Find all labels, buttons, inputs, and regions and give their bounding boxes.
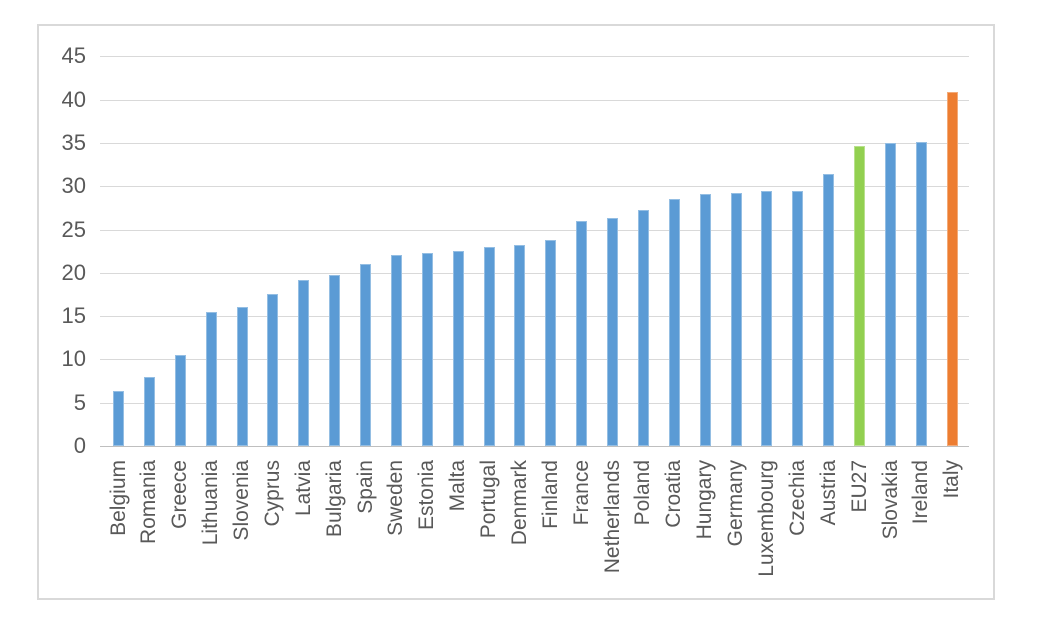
bar-austria (823, 174, 835, 446)
bar-italy (946, 91, 958, 446)
y-tick-label-0: 0 (73, 433, 86, 458)
bar-slovakia (885, 142, 896, 446)
bar-france (576, 220, 588, 446)
x-label-austria: Austria (816, 460, 840, 526)
y-tick-label-30: 30 (61, 173, 86, 199)
plot-area: 0 5 10 15 20 25 30 35 40 45 Belgium Romania Greece Li… (39, 26, 993, 598)
x-label-luxembourg: Luxembourg (754, 460, 778, 577)
x-label-belgium: Belgium (106, 460, 130, 536)
bar-eu27 (854, 146, 866, 446)
gridline-15 (100, 316, 969, 318)
x-label-netherlands: Netherlands (600, 460, 624, 574)
y-tick-label-10: 10 (61, 346, 86, 372)
x-label-italy: Italy (940, 460, 964, 499)
gridline-45 (100, 56, 969, 58)
x-label-romania: Romania (137, 460, 161, 545)
x-label-ireland: Ireland (909, 460, 933, 525)
bar-germany (730, 193, 742, 446)
x-label-spain: Spain (353, 460, 377, 514)
gridline-10 (100, 359, 969, 361)
x-label-germany: Germany (724, 460, 748, 547)
bar-malta (452, 251, 464, 446)
y-tick-label-40: 40 (61, 86, 86, 112)
bar-spain (360, 264, 372, 446)
y-tick-label-35: 35 (61, 129, 86, 155)
x-label-hungary: Hungary (693, 460, 717, 540)
x-label-slovenia: Slovenia (230, 460, 254, 541)
x-label-denmark: Denmark (507, 460, 531, 546)
bar-czechia (792, 190, 804, 446)
bar-slovenia (236, 306, 248, 446)
gridline-30 (100, 186, 969, 188)
bar-netherlands (607, 218, 619, 446)
bar-ireland (915, 142, 927, 446)
bar-cyprus (267, 294, 279, 446)
x-label-czechia: Czechia (785, 460, 809, 536)
gridline-25 (100, 229, 969, 231)
gridline-35 (100, 142, 969, 144)
x-label-lithuania: Lithuania (199, 460, 223, 546)
x-label-finland: Finland (538, 460, 562, 529)
bar-lithuania (205, 311, 217, 446)
bar-greece (174, 355, 186, 446)
x-label-malta: Malta (446, 460, 470, 512)
bar-luxembourg (761, 191, 773, 446)
x-label-sweden: Sweden (384, 460, 408, 536)
x-label-bulgaria: Bulgaria (322, 460, 346, 538)
bar-croatia (668, 199, 680, 446)
x-label-portugal: Portugal (477, 460, 501, 539)
x-label-latvia: Latvia (291, 460, 315, 517)
bar-denmark (514, 245, 526, 446)
x-label-slovakia: Slovakia (878, 460, 902, 540)
x-label-cyprus: Cyprus (260, 460, 284, 527)
bar-estonia (421, 252, 433, 446)
bar-romania (143, 376, 155, 446)
bar-bulgaria (329, 275, 341, 446)
bar-portugal (483, 246, 495, 446)
x-label-france: France (569, 460, 593, 526)
gridline-5 (100, 402, 969, 404)
y-tick-label-20: 20 (61, 259, 86, 285)
gridline-40 (100, 99, 969, 101)
bar-poland (637, 210, 649, 446)
x-label-estonia: Estonia (415, 460, 439, 531)
y-tick-label-15: 15 (61, 303, 86, 329)
bar-latvia (298, 279, 310, 446)
bar-belgium (113, 391, 124, 446)
y-tick-label-45: 45 (61, 43, 86, 69)
x-label-croatia: Croatia (662, 460, 686, 528)
x-label-poland: Poland (631, 460, 655, 526)
y-tick-label-25: 25 (61, 216, 86, 242)
x-label-greece: Greece (168, 460, 192, 529)
bar-hungary (699, 193, 711, 446)
bar-sweden (390, 255, 402, 446)
chart-frame: 0 5 10 15 20 25 30 35 40 45 Belgium Romania Greece Li… (37, 24, 995, 600)
x-axis-line (100, 446, 969, 447)
gridline-20 (100, 272, 969, 274)
x-label-eu27: EU27 (847, 460, 871, 513)
bar-finland (545, 239, 557, 446)
y-tick-label-5: 5 (73, 389, 86, 415)
